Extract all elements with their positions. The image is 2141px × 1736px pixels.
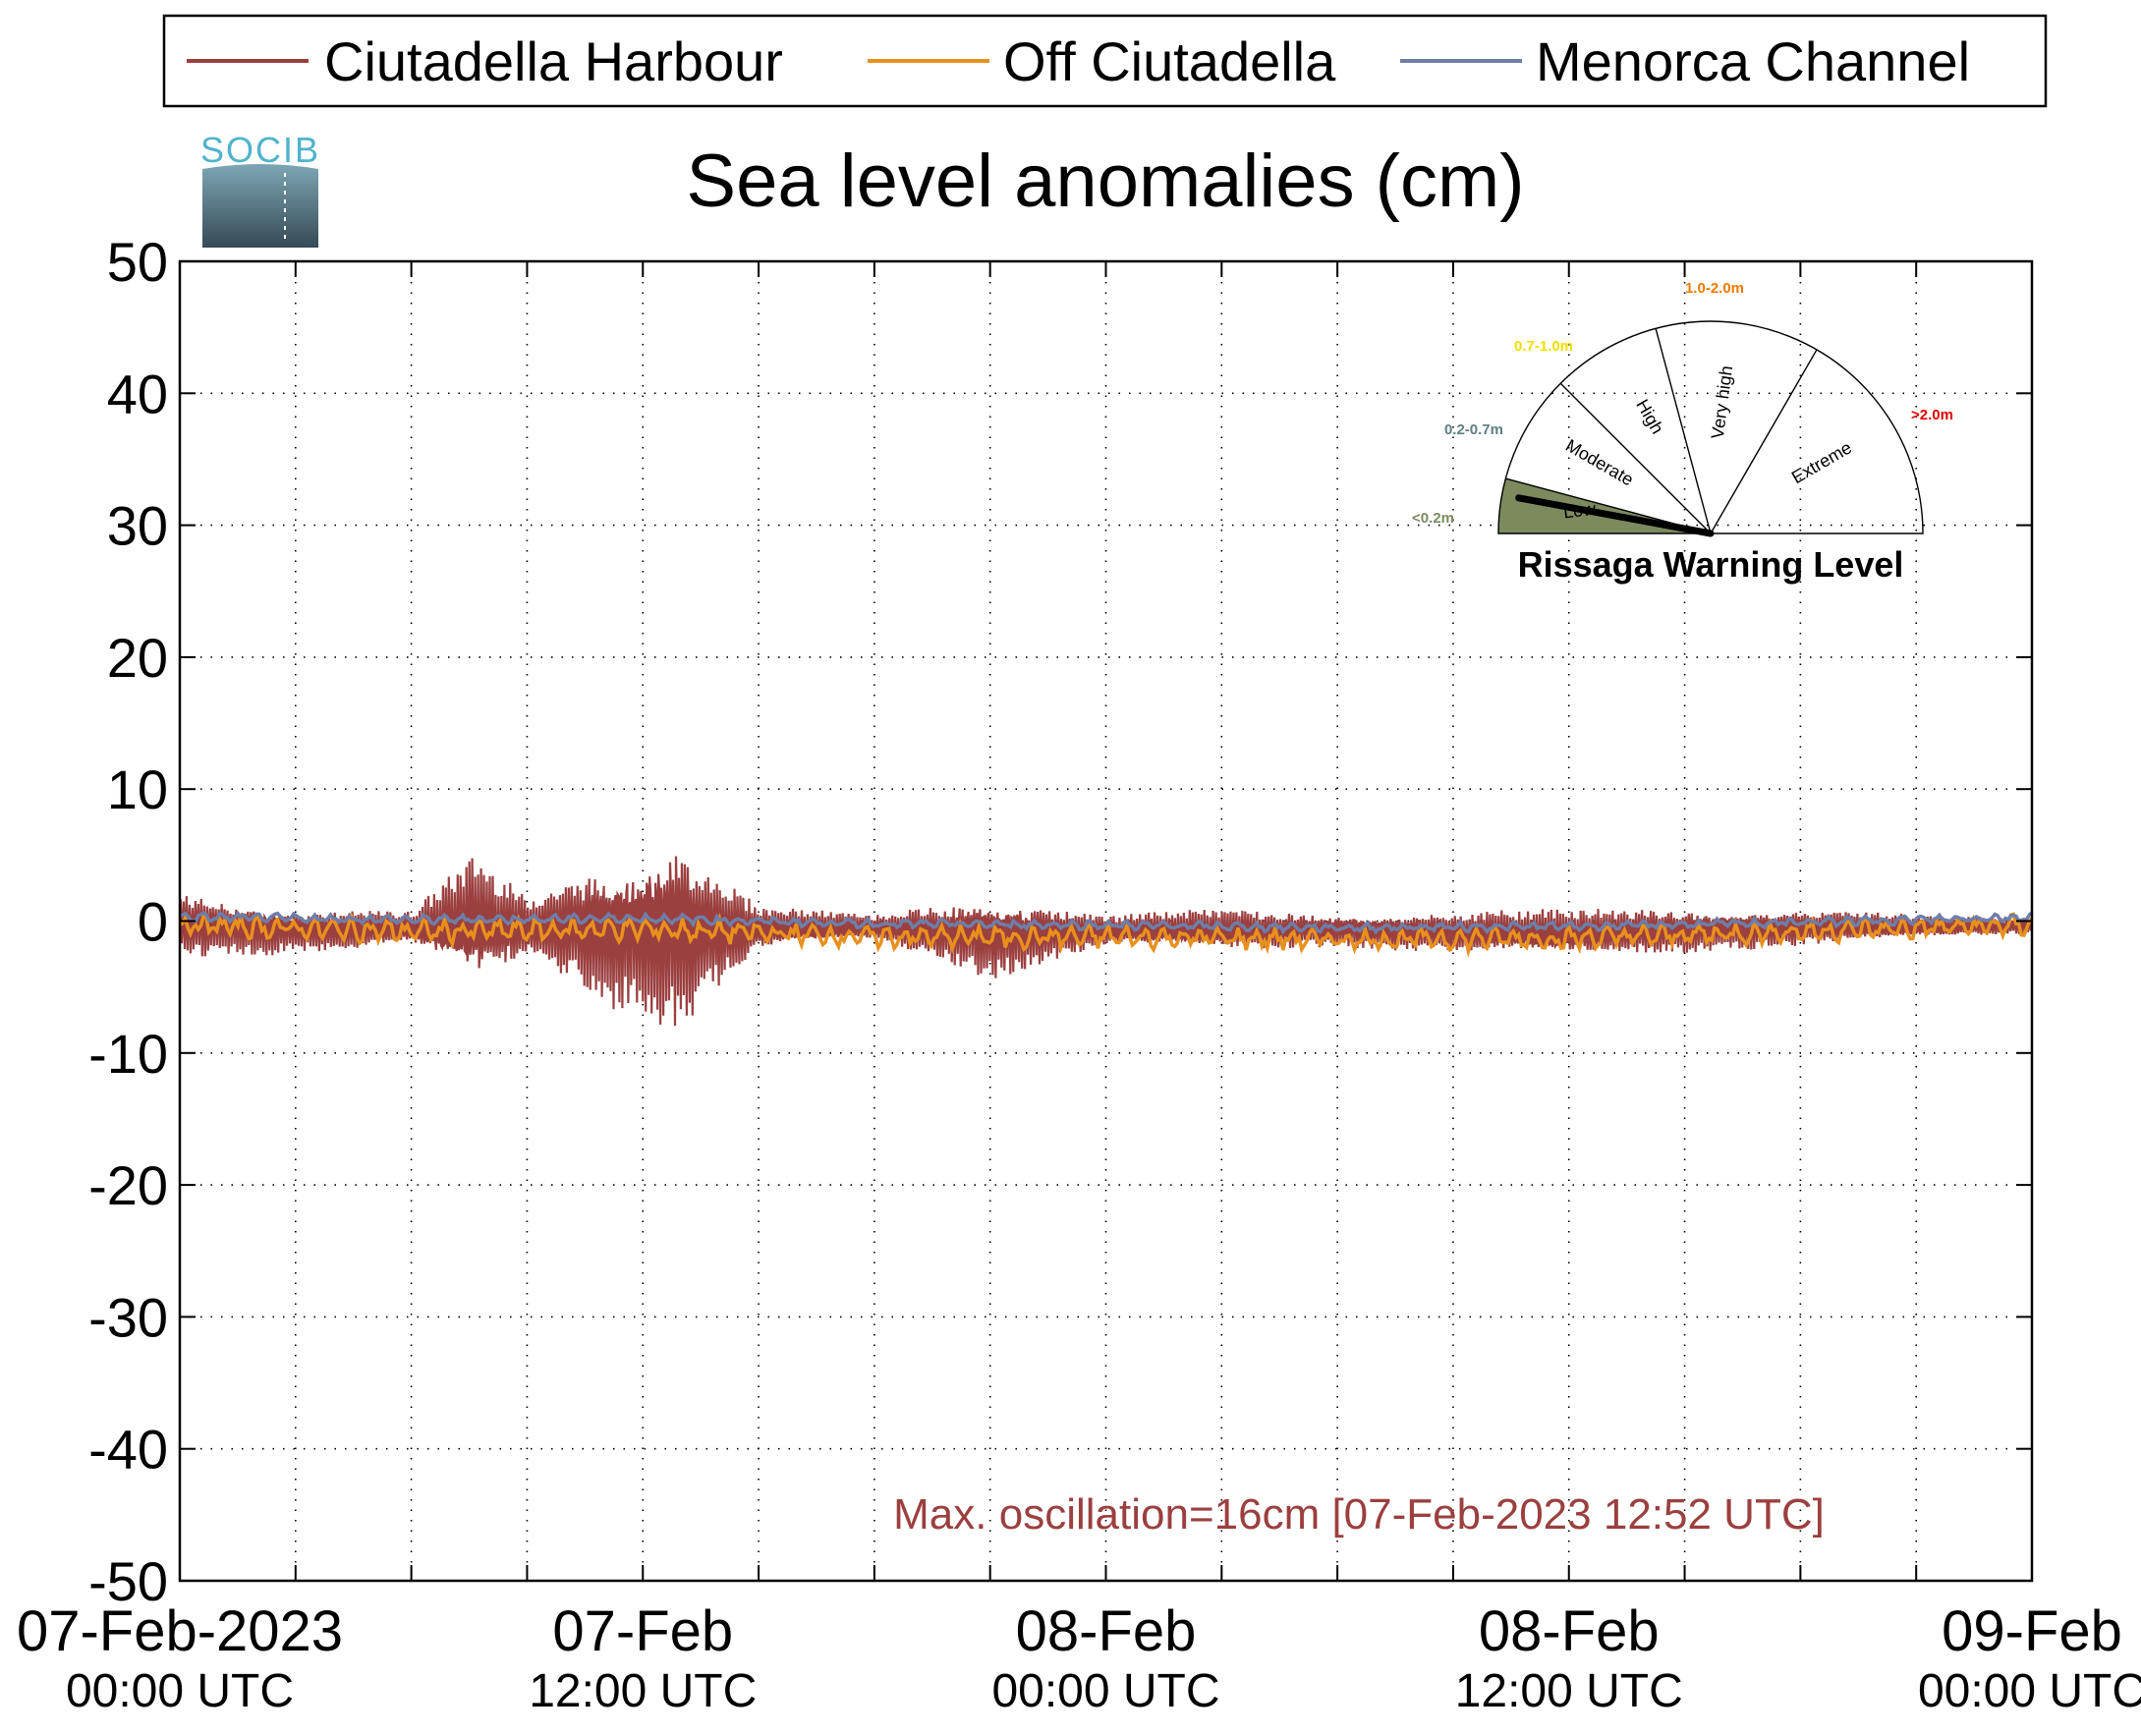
legend: Ciutadella Harbour Off Ciutadella Menorc…: [162, 14, 2048, 108]
gauge-outline: [1497, 320, 1924, 534]
x-tick-label-date: 08-Feb: [1016, 1599, 1197, 1663]
x-tick-label-time: 12:00 UTC: [529, 1665, 757, 1717]
series-menorca-channel-line: [179, 911, 2034, 935]
x-tick-label-date: 07-Feb: [552, 1599, 733, 1663]
legend-label-menorca-channel: Menorca Channel: [1536, 30, 1970, 92]
gauge-range-label-2: 0.7-1.0m: [1514, 338, 1573, 355]
y-tick-label: 10: [107, 758, 168, 820]
logo-text: SOCIB: [200, 130, 320, 170]
y-tick-label: -10: [88, 1023, 168, 1085]
y-tick-label: 40: [107, 363, 168, 424]
legend-box: [162, 14, 2048, 108]
y-tick-labels: 50 40 30 20 10 0 -10 -20 -30 -40 -50: [88, 231, 168, 1612]
x-tick-label-time: 00:00 UTC: [1918, 1665, 2141, 1717]
y-tick-label: 20: [107, 627, 168, 689]
y-tick-label: -40: [88, 1419, 168, 1481]
x-tick-label-time: 00:00 UTC: [991, 1665, 1219, 1717]
gauge-range-label-4: >2.0m: [1911, 407, 1953, 423]
gauge-range-label-0: <0.2m: [1412, 510, 1454, 527]
y-tick-label: -50: [88, 1550, 168, 1612]
x-tick-label-time: 12:00 UTC: [1455, 1665, 1683, 1717]
y-tick-label: -20: [88, 1154, 168, 1216]
y-tick-label: 50: [107, 231, 168, 293]
y-tick-label: 0: [138, 891, 168, 953]
series-off-ciutadella-line: [179, 912, 2034, 958]
y-tick-label: -30: [88, 1286, 168, 1348]
legend-label-ciutadella-harbour: Ciutadella Harbour: [324, 30, 783, 92]
x-tick-label-date: 08-Feb: [1479, 1599, 1660, 1663]
max-oscillation-annotation: Max. oscillation=16cm [07-Feb-2023 12:52…: [893, 1490, 1825, 1539]
legend-label-off-ciutadella: Off Ciutadella: [1003, 30, 1336, 92]
series-layer: [178, 856, 2034, 1027]
gauge-needle: [1515, 494, 1715, 537]
gauge-divider: [1559, 382, 1712, 534]
gauge-range-label-1: 0.2-0.7m: [1444, 421, 1503, 438]
gauge-divider: [1710, 349, 1818, 534]
gauge-range-label-3: 1.0-2.0m: [1685, 280, 1744, 297]
ticks: [180, 260, 2032, 1582]
x-tick-label-date: 07-Feb-2023: [17, 1599, 343, 1663]
x-tick-label-time: 00:00 UTC: [66, 1665, 294, 1717]
gauge-divider: [1655, 328, 1712, 534]
x-tick-label-date: 09-Feb: [1942, 1599, 2122, 1663]
socib-logo: SOCIB: [200, 130, 320, 248]
chart-title: Sea level anomalies (cm): [686, 140, 1524, 223]
gauge-title: Rissaga Warning Level: [1518, 544, 1904, 585]
y-tick-label: 30: [107, 495, 168, 557]
